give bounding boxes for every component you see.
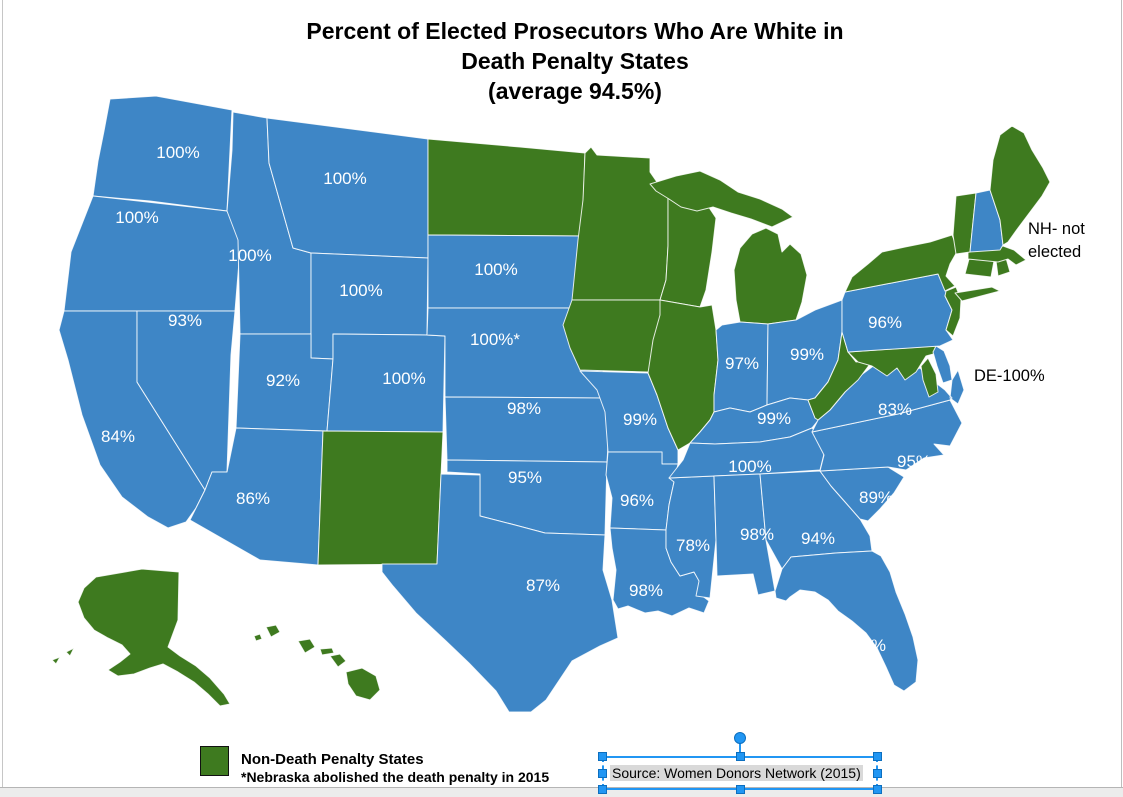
state-label-or: 100% [115, 208, 158, 227]
state-label-ga: 94% [801, 529, 835, 548]
state-label-mo: 99% [623, 410, 657, 429]
state-label-ms: 78% [676, 536, 710, 555]
selection-handle-bottom-left[interactable] [598, 785, 607, 794]
slide-below-area [0, 788, 1123, 797]
state-nj[interactable] [944, 286, 962, 337]
state-ms[interactable] [665, 475, 717, 599]
state-label-az: 86% [236, 489, 270, 508]
state-label-la: 98% [629, 581, 663, 600]
selection-handle-top-right[interactable] [873, 752, 882, 761]
state-label-wy: 100% [339, 281, 382, 300]
state-label-co: 100% [382, 369, 425, 388]
legend: Non-Death Penalty States *Nebraska aboli… [241, 751, 549, 786]
state-mt[interactable] [266, 117, 429, 259]
state-label-ut: 92% [266, 371, 300, 390]
selection-rotation-handle[interactable] [734, 732, 746, 744]
state-label-sd: 100% [474, 260, 517, 279]
selection-handle-mid-right[interactable] [873, 769, 882, 778]
selection-handle-top-center[interactable] [736, 752, 745, 761]
state-label-nv: 93% [168, 311, 202, 330]
state-label-al: 98% [740, 525, 774, 544]
selection-handle-bottom-center[interactable] [736, 785, 745, 794]
state-label-sc: 89% [859, 488, 893, 507]
state-mn[interactable] [571, 146, 669, 301]
state-label-oh: 99% [790, 345, 824, 364]
legend-footnote: *Nebraska abolished the death penalty in… [241, 769, 550, 785]
source-textbox[interactable] [598, 752, 882, 794]
state-label-id: 100% [228, 246, 271, 265]
state-label-ar: 96% [620, 491, 654, 510]
title-line-1: Percent of Elected Prosecutors Who Are W… [306, 18, 844, 44]
annotation-nh-line1: NH- not [1028, 220, 1085, 238]
chart-title: Percent of Elected Prosecutors Who Are W… [275, 16, 875, 106]
state-label-pa: 96% [868, 313, 902, 332]
state-nd[interactable] [427, 138, 586, 237]
state-label-tn: 100% [728, 457, 771, 476]
legend-label: Non-Death Penalty States [241, 751, 424, 768]
state-hi[interactable] [253, 624, 381, 701]
state-label-wa: 100% [156, 143, 199, 162]
title-line-2: Death Penalty States [461, 48, 689, 74]
state-me[interactable] [989, 125, 1051, 246]
state-label-mt: 100% [323, 169, 366, 188]
title-line-3: (average 94.5%) [488, 78, 662, 104]
state-label-tx: 87% [526, 576, 560, 595]
state-label-ky: 99% [757, 409, 791, 428]
selection-handle-mid-left[interactable] [598, 769, 607, 778]
state-ct[interactable] [964, 258, 995, 278]
annotation-nh-line2: elected [1028, 243, 1081, 261]
state-tx[interactable] [381, 473, 619, 713]
state-label-fl: 95% [852, 636, 886, 655]
state-mi[interactable] [649, 170, 808, 325]
annotation-de: DE-100% [974, 367, 1045, 385]
state-label-in: 97% [725, 354, 759, 373]
slide-edge-right [1121, 0, 1122, 787]
state-label-ca: 84% [101, 427, 135, 446]
state-label-ks: 98% [507, 399, 541, 418]
state-label-nc: 95% [897, 452, 931, 471]
state-fl[interactable] [774, 550, 919, 692]
legend-swatch-non-death-penalty [200, 746, 229, 776]
state-nm[interactable] [317, 430, 444, 566]
state-de[interactable] [932, 345, 953, 384]
source-text[interactable]: Source: Women Donors Network (2015) [610, 765, 863, 781]
state-label-va: 83% [878, 400, 912, 419]
selection-handle-top-left[interactable] [598, 752, 607, 761]
state-label-ne: 100%* [470, 330, 520, 349]
slide-edge-left [2, 0, 3, 787]
slide-edge-bottom [0, 787, 1123, 788]
selection-rotation-stem [739, 742, 741, 756]
state-sc[interactable] [819, 466, 905, 522]
state-ak[interactable] [51, 568, 231, 707]
selection-handle-bottom-right[interactable] [873, 785, 882, 794]
state-label-ok: 95% [508, 468, 542, 487]
state-wi[interactable] [659, 197, 717, 308]
